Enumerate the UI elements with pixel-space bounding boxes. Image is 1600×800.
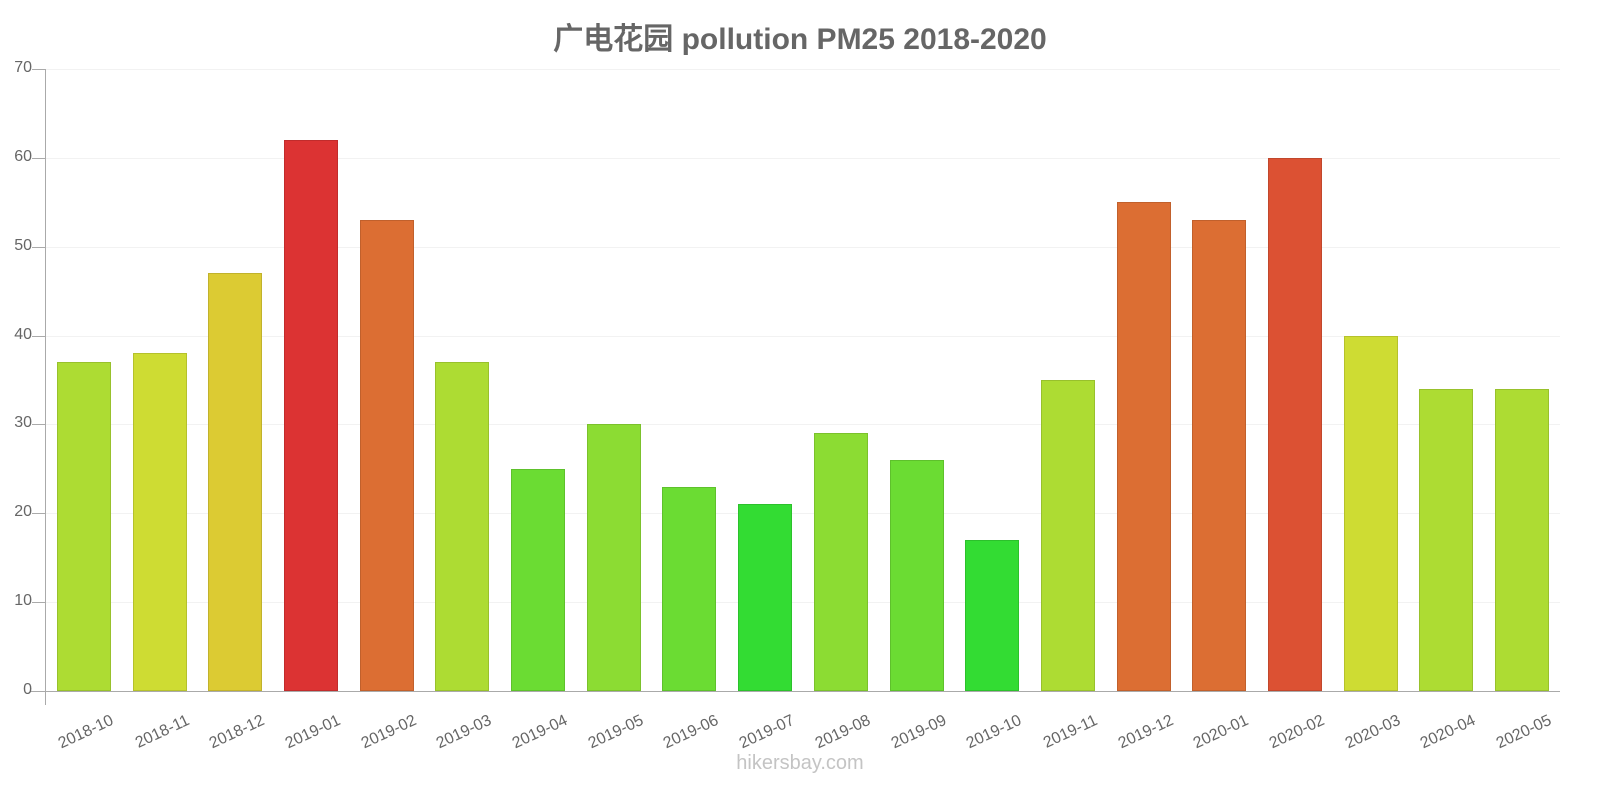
bar-2019-02[interactable] bbox=[359, 220, 414, 691]
gridline bbox=[46, 157, 1560, 159]
bar-2018-10[interactable] bbox=[56, 362, 111, 691]
gridline bbox=[46, 69, 1560, 70]
y-tick-mark bbox=[32, 602, 45, 604]
bar-2019-06[interactable] bbox=[662, 486, 717, 691]
gridline bbox=[46, 246, 1560, 248]
y-tick-label: 70 bbox=[14, 59, 32, 76]
bar-2020-04[interactable] bbox=[1419, 388, 1474, 691]
gridline bbox=[46, 602, 1560, 604]
watermark: hikersbay.com bbox=[736, 752, 864, 774]
y-tick-mark bbox=[32, 691, 45, 692]
y-tick-label: 30 bbox=[14, 414, 32, 432]
y-tick-label: 50 bbox=[14, 236, 32, 254]
bar-2020-03[interactable] bbox=[1343, 335, 1398, 691]
bar-2019-05[interactable] bbox=[586, 424, 641, 691]
bar-2019-11[interactable] bbox=[1040, 380, 1095, 691]
y-tick-mark bbox=[32, 157, 45, 159]
gridline bbox=[46, 335, 1560, 337]
chart-title: 广电花园 pollution PM25 2018-2020 bbox=[553, 23, 1047, 56]
y-tick-mark bbox=[32, 246, 45, 248]
y-tick-label: 0 bbox=[23, 681, 32, 698]
bar-2019-07[interactable] bbox=[738, 504, 793, 691]
bar-2019-09[interactable] bbox=[889, 459, 944, 691]
plot-area bbox=[46, 69, 1560, 691]
y-tick-label: 60 bbox=[14, 147, 32, 165]
y-axis-line bbox=[45, 69, 46, 705]
bar-2019-01[interactable] bbox=[283, 140, 338, 691]
y-tick-label: 40 bbox=[14, 325, 32, 343]
y-tick-mark bbox=[32, 424, 45, 426]
y-tick-mark bbox=[32, 335, 45, 337]
x-axis-line bbox=[30, 691, 1560, 692]
bar-2019-10[interactable] bbox=[965, 539, 1020, 691]
bar-2020-05[interactable] bbox=[1495, 388, 1550, 691]
bar-2019-03[interactable] bbox=[435, 362, 490, 691]
bar-2019-08[interactable] bbox=[813, 433, 868, 691]
bar-2020-01[interactable] bbox=[1192, 220, 1247, 691]
y-tick-mark bbox=[32, 513, 45, 515]
y-tick-label: 10 bbox=[14, 592, 32, 610]
bar-2020-02[interactable] bbox=[1268, 157, 1323, 691]
bar-2018-11[interactable] bbox=[132, 353, 187, 691]
bar-2019-04[interactable] bbox=[511, 468, 566, 691]
bar-2019-12[interactable] bbox=[1116, 202, 1171, 691]
bar-2018-12[interactable] bbox=[208, 273, 263, 691]
y-tick-label: 20 bbox=[14, 503, 32, 521]
y-tick-mark bbox=[32, 69, 45, 70]
gridline bbox=[46, 513, 1560, 515]
gridline bbox=[46, 424, 1560, 426]
